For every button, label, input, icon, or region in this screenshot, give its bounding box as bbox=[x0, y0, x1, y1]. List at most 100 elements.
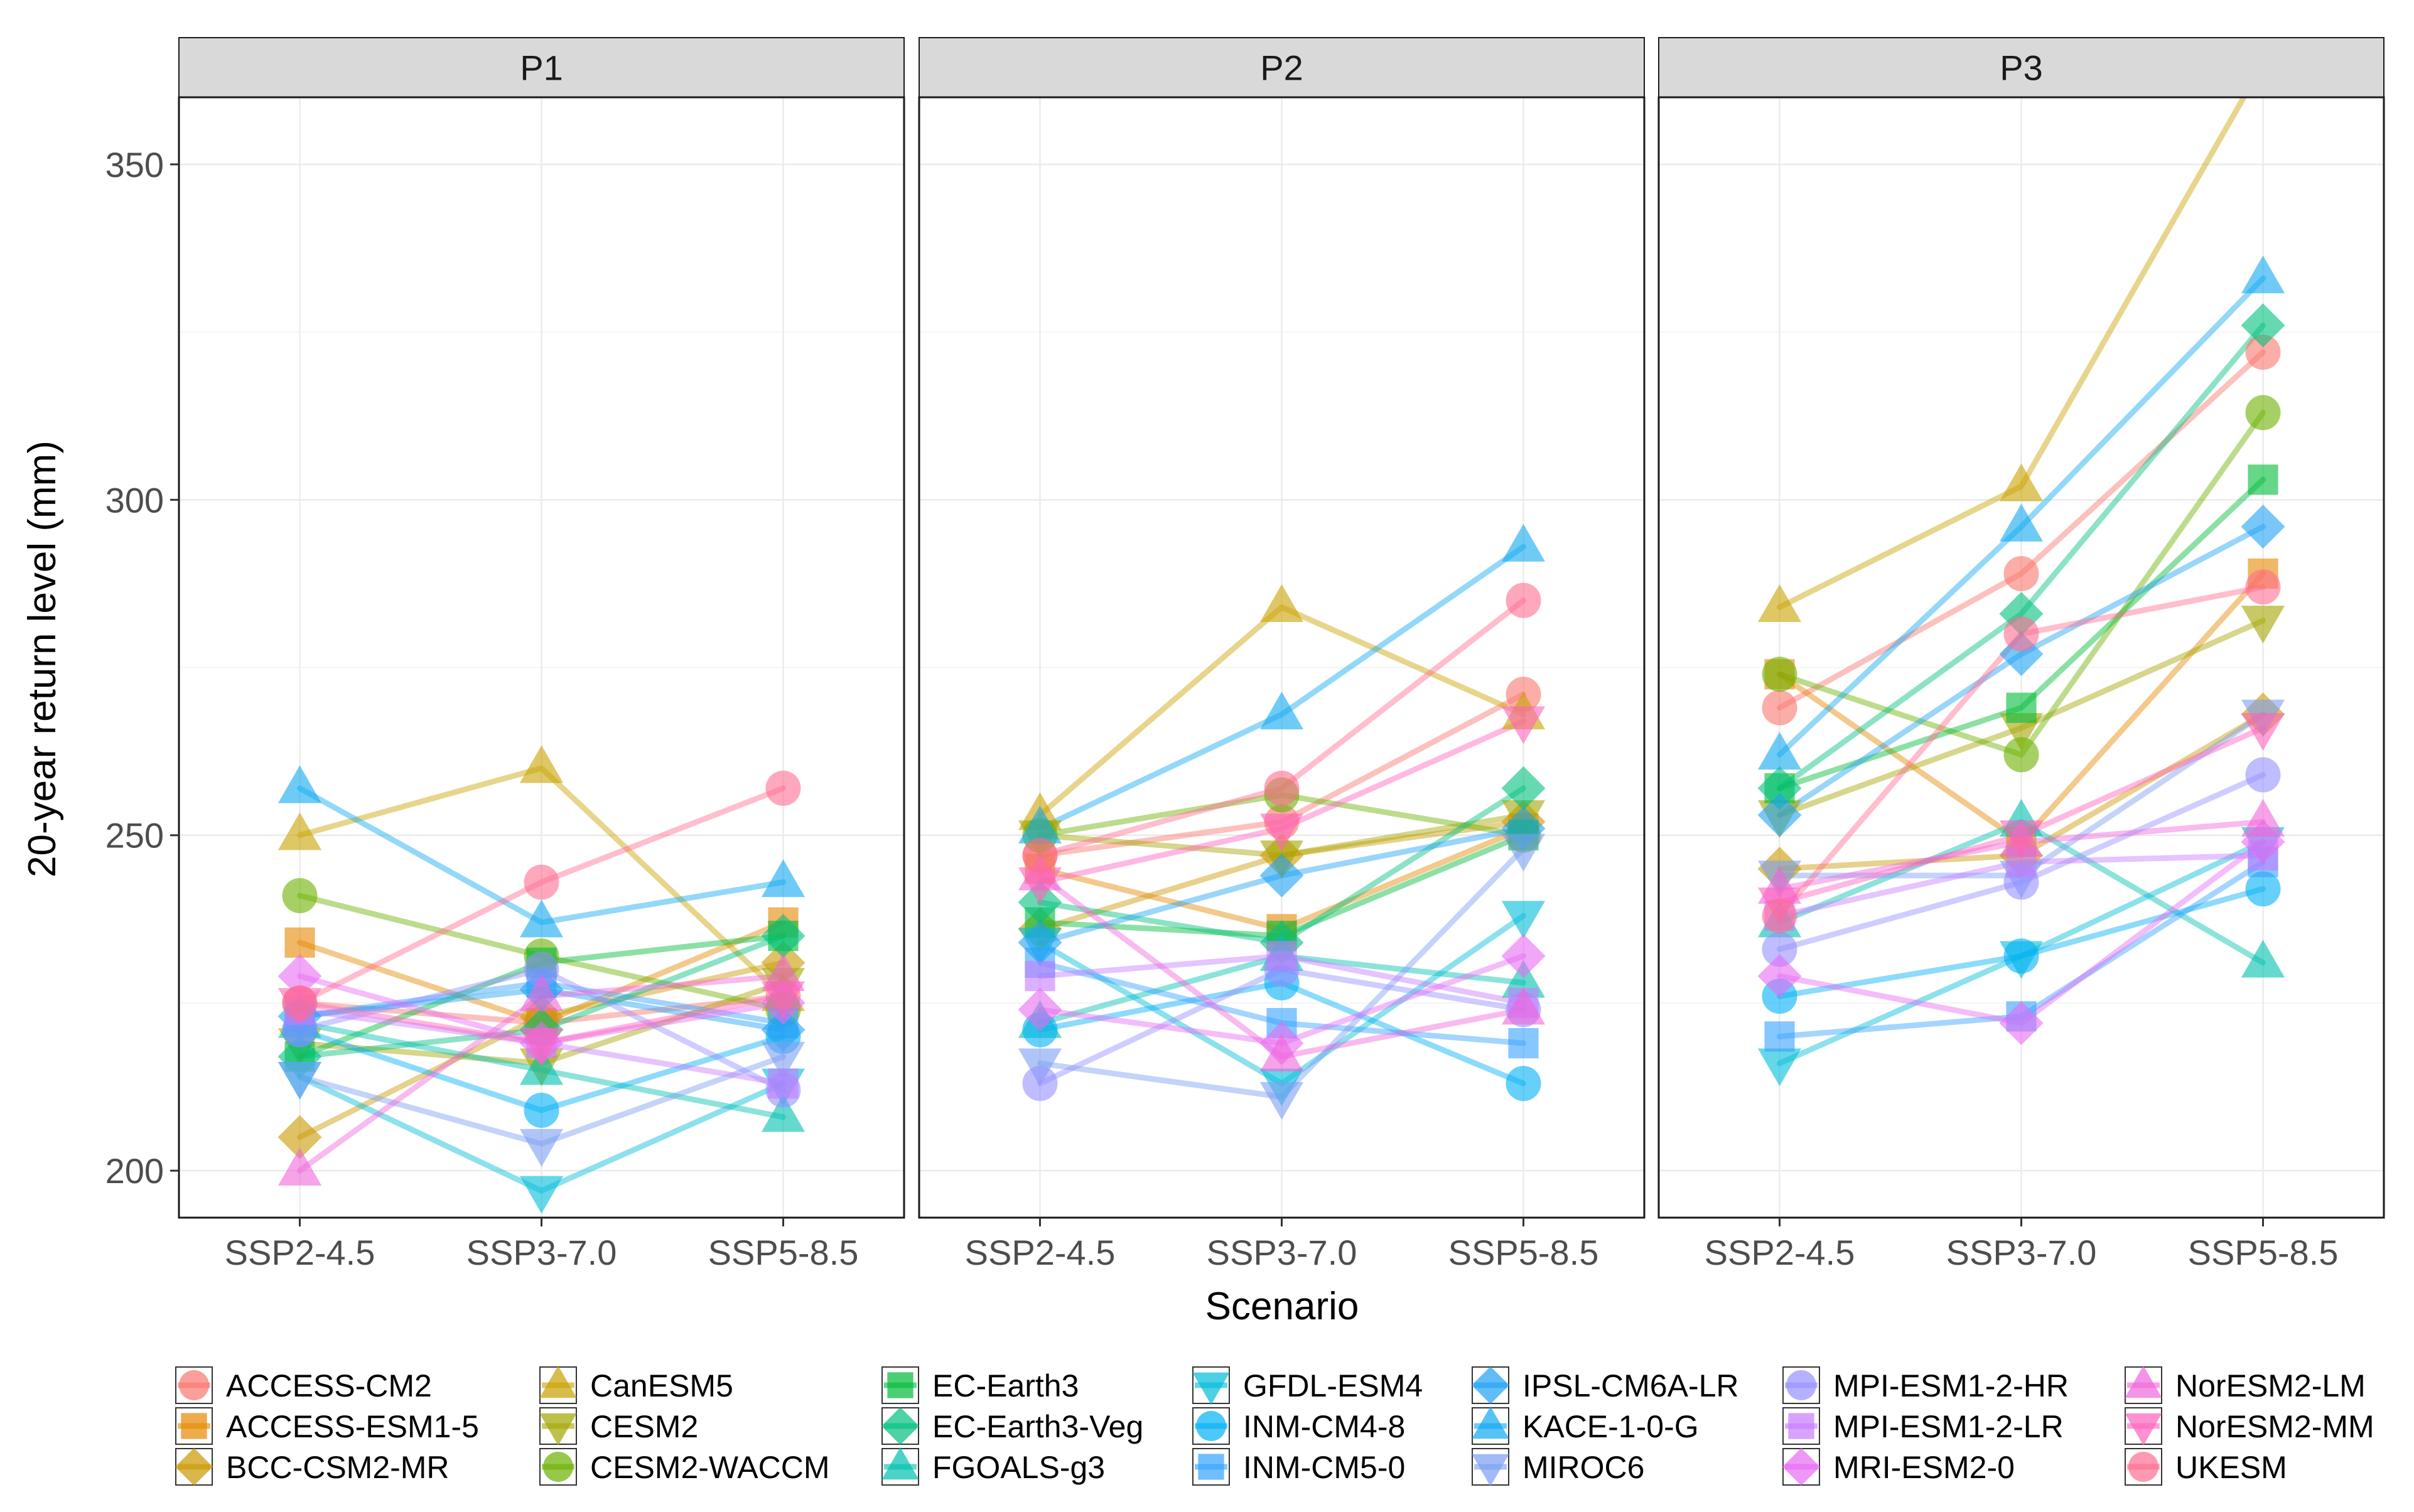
legend-item-cesm2: CESM2 bbox=[539, 1407, 698, 1446]
x-tick-label: SSP3-7.0 bbox=[1207, 1233, 1357, 1272]
panel-p1: P1 SSP2-4.5 SSP3-7.0 SSP5-8.5 bbox=[178, 37, 905, 1272]
point-inm-cm4-8 bbox=[2003, 938, 2039, 974]
legend-label: INM-CM4-8 bbox=[1243, 1409, 1405, 1444]
point-mri-esm2-0 bbox=[1501, 934, 1546, 979]
point-kace-1-0-g bbox=[1999, 503, 2044, 542]
legend-key-ec-earth3 bbox=[887, 1372, 913, 1398]
legend-label: BCC-CSM2-MR bbox=[226, 1450, 450, 1485]
point-canesm5 bbox=[1259, 584, 1304, 622]
legend-item-bcc-csm2-mr: BCC-CSM2-MR bbox=[175, 1448, 450, 1486]
point-noresm2-mm bbox=[1999, 820, 2044, 859]
legend: ACCESS-CM2 ACCESS-ESM1-5 BCC-CSM2-MR CanESM… bbox=[175, 1365, 2374, 1487]
legend-item-kace-1-0-g: KACE-1-0-G bbox=[1472, 1406, 1699, 1445]
legend-item-canesm5: CanESM5 bbox=[539, 1365, 733, 1404]
point-cesm2-waccm bbox=[1762, 657, 1797, 692]
point-kace-1-0-g bbox=[278, 765, 322, 803]
panel-p2: P2 SSP2-4.5 SSP3-7.0 SSP5-8.5 bbox=[918, 37, 1646, 1272]
x-tick-label: SSP2-4.5 bbox=[965, 1233, 1116, 1272]
legend-item-miroc6: MIROC6 bbox=[1472, 1448, 1644, 1487]
point-kace-1-0-g bbox=[1757, 732, 1802, 770]
panel-strip-label: P2 bbox=[1260, 48, 1303, 88]
point-mpi-esm1-2-hr bbox=[2245, 757, 2281, 793]
legend-key-cesm2 bbox=[539, 1413, 577, 1446]
x-tick-label: SSP5-8.5 bbox=[2188, 1233, 2339, 1272]
legend-key-mpi-esm1-2-lr bbox=[1788, 1413, 1814, 1439]
point-canesm5 bbox=[1757, 584, 1802, 622]
legend-label: UKESM bbox=[2175, 1450, 2287, 1485]
legend-item-noresm2-lm: NorESM2-LM bbox=[2125, 1365, 2366, 1404]
legend-label: KACE-1-0-G bbox=[1522, 1409, 1699, 1444]
legend-label: ACCESS-ESM1-5 bbox=[226, 1409, 479, 1444]
point-fgoals-g3 bbox=[2241, 940, 2285, 978]
point-ukesm bbox=[2245, 569, 2281, 605]
point-mpi-esm1-2-lr bbox=[1025, 961, 1055, 992]
legend-item-access-esm1-5: ACCESS-ESM1-5 bbox=[175, 1407, 479, 1445]
legend-key-ec-earth3-veg bbox=[881, 1407, 919, 1445]
point-mri-esm2-0 bbox=[1999, 1001, 2044, 1046]
point-gfdl-esm4 bbox=[519, 1176, 564, 1214]
point-ipsl-cm6a-lr bbox=[1999, 632, 2044, 677]
legend-label: FGOALS-g3 bbox=[932, 1450, 1105, 1485]
point-cesm2 bbox=[2241, 606, 2285, 644]
y-tick-label: 350 bbox=[105, 145, 164, 185]
point-gfdl-esm4 bbox=[1501, 901, 1546, 939]
legend-item-fgoals-g3: FGOALS-g3 bbox=[881, 1447, 1105, 1486]
point-kace-1-0-g bbox=[1018, 805, 1062, 844]
point-ipsl-cm6a-lr bbox=[1757, 793, 1802, 837]
point-noresm2-mm bbox=[1018, 867, 1062, 905]
legend-item-inm-cm5-0: INM-CM5-0 bbox=[1192, 1448, 1405, 1486]
y-tick-label: 200 bbox=[105, 1151, 164, 1191]
legend-key-fgoals-g3 bbox=[881, 1447, 919, 1480]
legend-item-gfdl-esm4: GFDL-ESM4 bbox=[1192, 1366, 1423, 1405]
point-access-esm1-5 bbox=[284, 927, 315, 958]
point-cesm2-waccm bbox=[282, 877, 318, 913]
point-mpi-esm1-2-hr bbox=[524, 952, 559, 987]
point-miroc6 bbox=[761, 1041, 806, 1080]
point-cesm2-waccm bbox=[2003, 737, 2039, 773]
legend-item-ec-earth3-veg: EC-Earth3-Veg bbox=[881, 1407, 1143, 1445]
point-ec-earth3 bbox=[2248, 464, 2278, 495]
legend-label: CESM2-WACCM bbox=[590, 1450, 829, 1485]
y-tick-label: 250 bbox=[105, 816, 164, 855]
point-ukesm bbox=[524, 864, 559, 900]
legend-label: MPI-ESM1-2-LR bbox=[1833, 1409, 2064, 1444]
point-ukesm bbox=[1506, 582, 1541, 618]
x-tick-label: SSP3-7.0 bbox=[466, 1233, 617, 1272]
legend-key-miroc6 bbox=[1472, 1454, 1509, 1487]
legend-key-cesm2-waccm bbox=[543, 1452, 573, 1482]
legend-key-mri-esm2-0 bbox=[1782, 1448, 1820, 1486]
legend-item-noresm2-mm: NorESM2-MM bbox=[2125, 1407, 2374, 1446]
point-mri-esm2-0 bbox=[1757, 954, 1802, 999]
point-ec-earth3-veg bbox=[761, 914, 806, 958]
legend-item-mpi-esm1-2-lr: MPI-ESM1-2-LR bbox=[1782, 1407, 2064, 1445]
point-canesm5 bbox=[1999, 463, 2044, 501]
x-tick-label: SSP5-8.5 bbox=[1448, 1233, 1599, 1272]
legend-key-kace-1-0-g bbox=[1472, 1406, 1509, 1439]
point-gfdl-esm4 bbox=[1757, 1048, 1802, 1086]
point-cesm2-waccm bbox=[2245, 395, 2281, 431]
point-canesm5 bbox=[278, 812, 322, 850]
x-axis-title: Scenario bbox=[1205, 1285, 1359, 1328]
point-fgoals-g3 bbox=[761, 1094, 806, 1132]
point-kace-1-0-g bbox=[761, 859, 806, 898]
legend-key-ukesm bbox=[2128, 1452, 2158, 1482]
legend-label: EC-Earth3 bbox=[932, 1368, 1079, 1403]
point-ipsl-cm6a-lr bbox=[1259, 853, 1304, 898]
point-ukesm bbox=[1264, 770, 1300, 806]
point-inm-cm5-0 bbox=[1764, 1021, 1795, 1052]
panel-data bbox=[1757, 97, 2285, 1086]
point-noresm2-lm bbox=[1259, 1034, 1304, 1072]
point-access-cm2 bbox=[2245, 335, 2281, 370]
point-ec-earth3 bbox=[2006, 692, 2037, 723]
point-kace-1-0-g bbox=[1259, 691, 1304, 730]
legend-label: CanESM5 bbox=[590, 1368, 733, 1403]
legend-key-bcc-csm2-mr bbox=[175, 1448, 213, 1486]
legend-label: IPSL-CM6A-LR bbox=[1522, 1368, 1739, 1403]
legend-label: MPI-ESM1-2-HR bbox=[1833, 1368, 2069, 1403]
point-ipsl-cm6a-lr bbox=[1018, 920, 1062, 965]
x-tick-label: SSP5-8.5 bbox=[708, 1233, 859, 1272]
panel-p3: P3 SSP2-4.5 SSP3-7.0 SSP5-8.5 bbox=[1657, 37, 2385, 1272]
legend-key-access-esm1-5 bbox=[181, 1413, 207, 1439]
point-access-cm2 bbox=[1762, 690, 1797, 726]
point-mpi-esm1-2-lr bbox=[1266, 941, 1297, 972]
